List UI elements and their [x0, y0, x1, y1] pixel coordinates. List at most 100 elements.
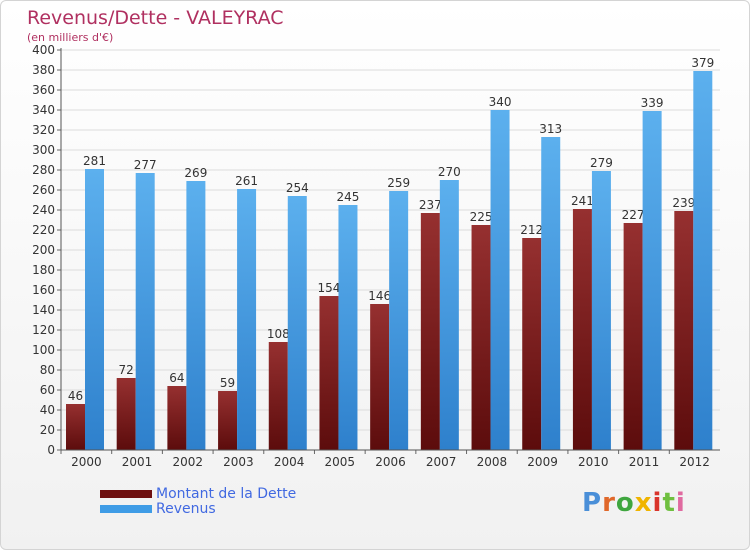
data-label: 339 — [641, 96, 664, 110]
x-tick-label: 2001 — [122, 455, 153, 469]
bar-revenus — [85, 169, 104, 450]
bar-debt — [319, 296, 339, 450]
chart-subtitle: (en milliers d'€) — [27, 31, 114, 44]
x-tick-label: 2000 — [71, 455, 102, 469]
bar-debt — [370, 304, 390, 450]
logo-letter: x — [634, 488, 653, 518]
y-tick-label: 200 — [32, 243, 55, 257]
data-label: 212 — [520, 223, 543, 237]
bar-revenus — [490, 110, 510, 450]
bar-debt — [167, 386, 187, 450]
data-label: 108 — [267, 327, 290, 341]
y-tick-label: 320 — [32, 123, 55, 137]
legend: Montant de la Dette Revenus — [100, 486, 296, 517]
bar-debt — [572, 209, 592, 450]
x-tick-label: 2002 — [172, 455, 203, 469]
y-tick-label: 140 — [32, 303, 55, 317]
bar-revenus — [237, 189, 257, 450]
bar-debt — [218, 391, 238, 450]
y-tick-label: 220 — [32, 223, 55, 237]
bar-revenus — [186, 181, 206, 450]
logo-letter: o — [615, 488, 635, 518]
y-tick-label: 360 — [32, 83, 55, 97]
data-label: 259 — [387, 176, 410, 190]
logo-letter: i — [675, 488, 686, 518]
y-tick-label: 400 — [32, 43, 55, 57]
data-label: 340 — [489, 95, 512, 109]
y-tick-label: 160 — [32, 283, 55, 297]
y-tick-label: 20 — [40, 423, 55, 437]
x-tick-label: 2003 — [223, 455, 254, 469]
data-label: 72 — [119, 363, 134, 377]
bar-debt — [420, 213, 440, 450]
data-label: 254 — [286, 181, 309, 195]
data-label: 154 — [318, 281, 341, 295]
data-label: 239 — [672, 196, 695, 210]
data-label: 313 — [539, 122, 562, 136]
data-label: 241 — [571, 194, 594, 208]
x-tick-label: 2012 — [679, 455, 710, 469]
data-label: 237 — [419, 198, 442, 212]
bar-debt — [116, 378, 136, 450]
y-tick-label: 80 — [40, 363, 55, 377]
y-axis-ticks: 0 20 40 60 80 100 120 140 160 180 200 220 240 260 280 3… — [32, 43, 61, 457]
logo-letter: t — [662, 488, 676, 518]
bar-revenus — [541, 137, 561, 450]
legend-swatch-revenus — [100, 504, 152, 513]
logo-letter: P — [582, 488, 603, 518]
x-tick-label: 2007 — [426, 455, 457, 469]
data-label: 269 — [184, 166, 207, 180]
x-tick-label: 2011 — [629, 455, 660, 469]
data-label: 146 — [368, 289, 391, 303]
bar-revenus — [338, 205, 358, 450]
bar-revenus — [693, 71, 713, 450]
bar-debt — [66, 404, 85, 450]
data-label: 227 — [622, 208, 645, 222]
y-tick-label: 280 — [32, 163, 55, 177]
data-label: 64 — [169, 371, 184, 385]
y-tick-label: 240 — [32, 203, 55, 217]
logo-letter: r — [602, 488, 616, 518]
bar-revenus — [439, 180, 459, 450]
legend-swatch-debt — [100, 489, 152, 498]
axes — [60, 48, 720, 451]
bars: 46 281 72 277 64 269 59 261 108 254 154 245 146 259 23… — [66, 56, 714, 450]
x-axis-ticks: 2000 2001 2002 2003 2004 2005 2006 2007 2008 2009… — [60, 450, 710, 469]
bar-debt — [268, 342, 288, 450]
data-label: 261 — [235, 174, 258, 188]
x-tick-label: 2010 — [578, 455, 609, 469]
legend-item-revenus: Revenus — [100, 500, 296, 517]
bar-debt — [623, 223, 643, 450]
bar-revenus — [389, 191, 409, 450]
y-tick-label: 60 — [40, 383, 55, 397]
data-label: 270 — [438, 165, 461, 179]
y-tick-label: 340 — [32, 103, 55, 117]
logo-letter: i — [652, 488, 663, 518]
x-tick-label: 2008 — [477, 455, 508, 469]
bar-revenus — [591, 171, 611, 450]
y-tick-label: 180 — [32, 263, 55, 277]
chart-title: Revenus/Dette - VALEYRAC — [27, 7, 284, 29]
proxiti-logo: Proxiti — [582, 488, 686, 518]
data-label: 281 — [83, 154, 106, 168]
data-label: 277 — [134, 158, 157, 172]
x-tick-label: 2005 — [325, 455, 356, 469]
y-tick-label: 100 — [32, 343, 55, 357]
bar-revenus — [642, 111, 662, 450]
data-label: 279 — [590, 156, 613, 170]
y-tick-label: 300 — [32, 143, 55, 157]
x-tick-label: 2004 — [274, 455, 305, 469]
y-tick-label: 120 — [32, 323, 55, 337]
bar-debt — [471, 225, 491, 450]
bar-debt — [522, 238, 542, 450]
bar-revenus — [287, 196, 307, 450]
x-tick-label: 2009 — [527, 455, 558, 469]
y-tick-label: 0 — [47, 443, 55, 457]
data-label: 379 — [691, 56, 714, 70]
legend-label-revenus: Revenus — [156, 500, 216, 517]
data-label: 225 — [470, 210, 493, 224]
y-tick-label: 40 — [40, 403, 55, 417]
bar-revenus — [135, 173, 155, 450]
bar-debt — [674, 211, 694, 450]
